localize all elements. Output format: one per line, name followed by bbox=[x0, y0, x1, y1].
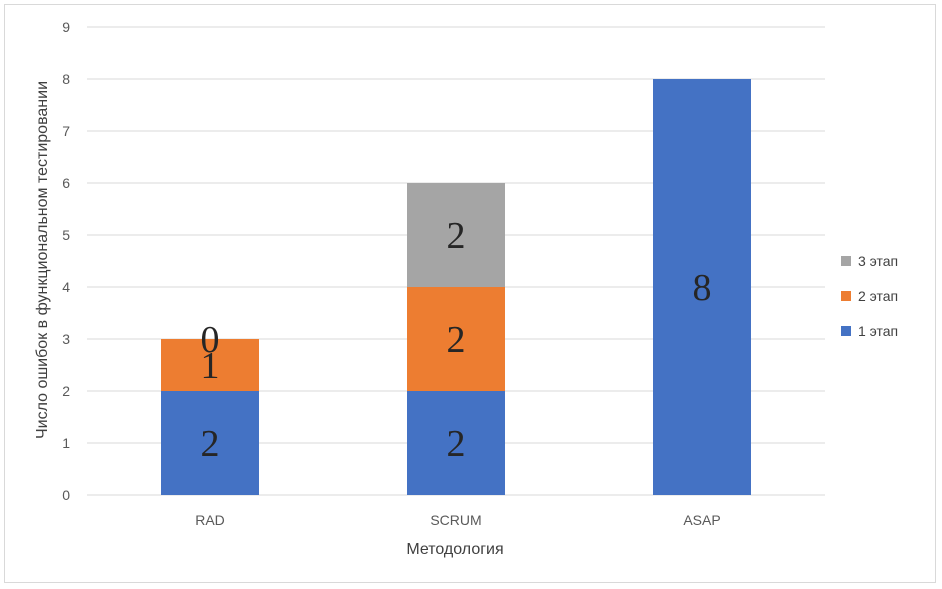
y-tick-label: 3 bbox=[62, 331, 70, 347]
legend: 3 этап 2 этап 1 этап bbox=[841, 253, 898, 339]
x-axis-ticks: RAD SCRUM ASAP bbox=[195, 512, 720, 528]
bar-asap-series-1 bbox=[653, 79, 751, 495]
y-tick-label: 2 bbox=[62, 383, 70, 399]
data-label-rad-series-2: 1 bbox=[201, 345, 220, 387]
data-label-scrum-series-1: 2 bbox=[447, 423, 466, 465]
data-labels: 2 10 2 2 2 8 bbox=[201, 215, 712, 465]
legend-swatch-1 bbox=[841, 326, 851, 336]
x-axis-title: Методология bbox=[406, 541, 503, 558]
x-tick-label: ASAP bbox=[683, 512, 720, 528]
y-tick-label: 6 bbox=[62, 175, 70, 191]
x-tick-label: SCRUM bbox=[430, 512, 481, 528]
data-label-scrum-series-2: 2 bbox=[447, 319, 466, 361]
data-label-asap-series-1: 8 bbox=[693, 267, 712, 309]
bar-scrum-series-2 bbox=[407, 287, 505, 391]
bar-rad-series-1 bbox=[161, 391, 259, 495]
y-tick-label: 1 bbox=[62, 435, 70, 451]
y-axis-ticks: 0 1 2 3 4 5 6 7 8 9 bbox=[62, 19, 70, 503]
legend-label-1: 1 этап bbox=[858, 323, 898, 339]
bar-scrum-series-1 bbox=[407, 391, 505, 495]
y-tick-label: 4 bbox=[62, 279, 70, 295]
legend-label-2: 2 этап bbox=[858, 288, 898, 304]
y-tick-label: 9 bbox=[62, 19, 70, 35]
data-label-rad-series-3: 0 bbox=[201, 319, 220, 361]
y-tick-label: 5 bbox=[62, 227, 70, 243]
y-axis-title: Число ошибок в функциональном тестирован… bbox=[34, 81, 51, 439]
x-tick-label: RAD bbox=[195, 512, 225, 528]
legend-swatch-2 bbox=[841, 291, 851, 301]
data-label-scrum-series-3: 2 bbox=[447, 215, 466, 257]
legend-label-3: 3 этап bbox=[858, 253, 898, 269]
bar-scrum-series-3 bbox=[407, 183, 505, 287]
bar-rad-series-2 bbox=[161, 339, 259, 391]
bars bbox=[161, 79, 751, 495]
legend-swatch-3 bbox=[841, 256, 851, 266]
data-label-rad-series-1: 2 bbox=[201, 423, 220, 465]
y-tick-label: 8 bbox=[62, 71, 70, 87]
y-tick-label: 0 bbox=[62, 487, 70, 503]
y-tick-label: 7 bbox=[62, 123, 70, 139]
